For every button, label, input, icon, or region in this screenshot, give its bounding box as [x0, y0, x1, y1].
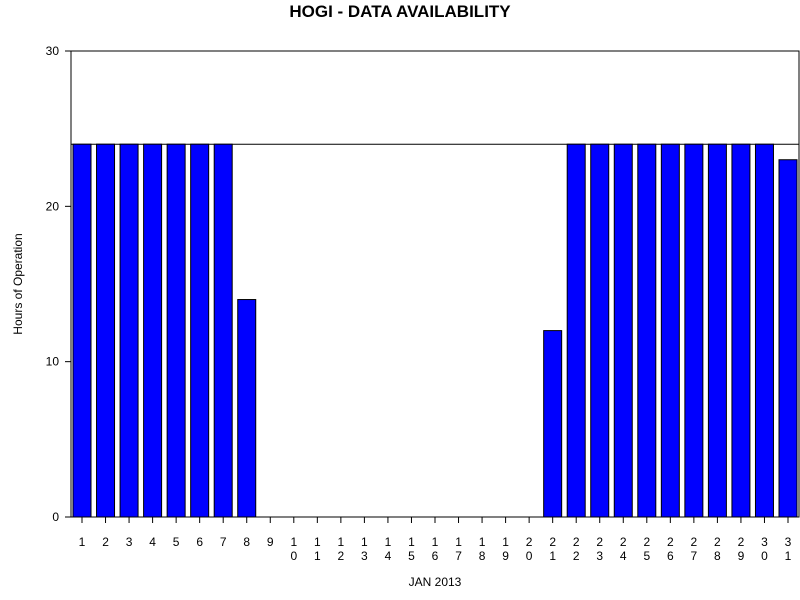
bar	[543, 330, 563, 518]
x-tick-label: 2	[102, 535, 109, 549]
bar	[96, 143, 116, 518]
x-tick-label: 6	[196, 535, 203, 549]
y-axis-label: Hours of Operation	[11, 233, 25, 334]
bar	[590, 143, 610, 518]
y-tick-label: 0	[52, 510, 59, 524]
bar	[237, 299, 257, 518]
bar	[143, 143, 163, 518]
x-tick-label: 3	[126, 535, 133, 549]
bar	[213, 143, 233, 518]
bar	[684, 143, 704, 518]
x-tick-label: 8	[243, 535, 250, 549]
bar	[778, 159, 798, 518]
bar	[660, 143, 680, 518]
y-tick-label: 30	[46, 44, 60, 58]
x-tick-label: 9	[267, 535, 274, 549]
x-tick-label: 5	[173, 535, 180, 549]
chart-title: HOGI - DATA AVAILABILITY	[289, 2, 511, 21]
bar	[637, 143, 657, 518]
y-tick-label: 20	[46, 199, 60, 213]
bar	[754, 143, 774, 518]
bar	[119, 143, 139, 518]
bar	[731, 143, 751, 518]
x-tick-label: 7	[220, 535, 227, 549]
bar	[72, 143, 92, 518]
bar	[166, 143, 186, 518]
x-tick-label: 1	[79, 535, 86, 549]
x-tick-label: 4	[149, 535, 156, 549]
bar	[613, 143, 633, 518]
bar	[707, 143, 727, 518]
y-tick-label: 10	[46, 355, 60, 369]
bar	[190, 143, 210, 518]
bar	[566, 143, 586, 518]
x-axis-label: JAN 2013	[409, 575, 462, 589]
